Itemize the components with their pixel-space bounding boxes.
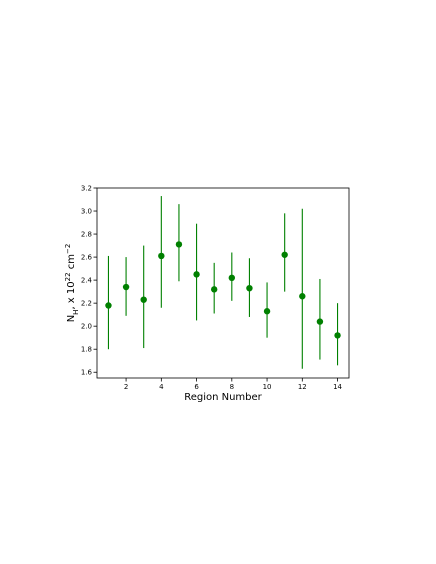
y-tick-label: 1.6 — [81, 369, 93, 377]
x-tick-label: 2 — [124, 383, 128, 391]
y-tick-label: 2.0 — [81, 323, 92, 331]
data-point — [122, 283, 130, 291]
y-label-part: 22 — [64, 272, 72, 281]
data-point — [299, 293, 306, 300]
data-point — [210, 286, 218, 293]
y-label-part: N — [66, 315, 77, 322]
x-tick-label: 12 — [298, 383, 307, 391]
y-axis-label: NH, x 1022 cm−2 — [64, 244, 80, 323]
x-tick-label: 10 — [263, 383, 272, 391]
data-point — [246, 284, 253, 292]
y-label-part: , x 10 — [66, 281, 77, 309]
data-point — [316, 318, 324, 325]
data-point — [193, 271, 200, 278]
y-label-part: −2 — [64, 244, 72, 254]
y-tick-label: 3.0 — [81, 208, 92, 216]
data-point — [105, 302, 112, 309]
data-point — [281, 251, 288, 258]
data-point — [175, 241, 183, 248]
x-tick-label: 8 — [230, 383, 234, 391]
data-point — [140, 296, 147, 303]
y-label-part: H — [72, 310, 80, 315]
x-axis-label: Region Number — [184, 392, 262, 403]
y-label-part: cm — [66, 254, 77, 272]
data-point — [158, 252, 165, 260]
data-point — [228, 274, 236, 282]
data-point — [334, 332, 341, 339]
y-tick-label: 2.4 — [81, 277, 93, 285]
plot-frame — [96, 187, 350, 379]
data-point — [263, 308, 271, 315]
x-tick-label: 6 — [194, 383, 199, 391]
y-tick-label: 3.2 — [81, 185, 92, 193]
x-tick-label: 4 — [159, 383, 164, 391]
y-tick-label: 2.2 — [81, 300, 92, 308]
y-tick-label: 2.8 — [81, 231, 92, 239]
y-tick-label: 2.6 — [81, 254, 93, 262]
y-tick-label: 1.8 — [81, 346, 92, 354]
x-tick-label: 14 — [333, 383, 342, 391]
